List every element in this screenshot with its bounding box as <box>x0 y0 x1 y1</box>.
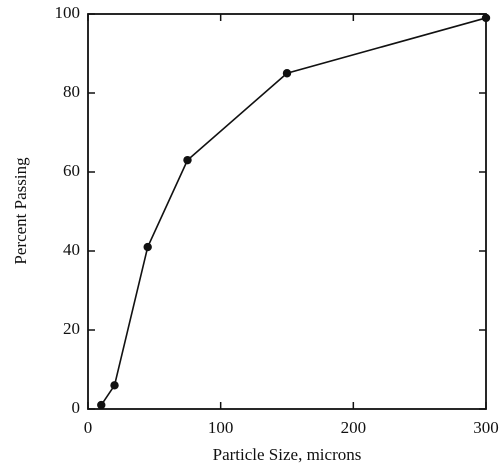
x-tick-label: 300 <box>473 418 499 437</box>
x-tick-label: 200 <box>341 418 367 437</box>
y-tick-label: 0 <box>72 398 81 417</box>
y-tick-label: 20 <box>63 319 80 338</box>
data-point <box>97 400 106 410</box>
y-axis-label: Percent Passing <box>11 157 30 265</box>
x-tick-label: 0 <box>84 418 93 437</box>
data-point <box>143 242 152 252</box>
x-tick-label: 100 <box>208 418 234 437</box>
y-tick-label: 80 <box>63 82 80 101</box>
data-line <box>100 17 487 406</box>
data-point <box>110 381 119 390</box>
y-tick-label: 60 <box>63 161 80 180</box>
data-point <box>183 155 192 165</box>
data-point <box>481 13 491 23</box>
y-tick-label: 40 <box>63 240 80 259</box>
x-axis-label: Particle Size, microns <box>213 445 362 464</box>
y-tick-label: 100 <box>55 3 81 22</box>
plot-frame <box>87 13 487 410</box>
data-point <box>282 69 292 78</box>
